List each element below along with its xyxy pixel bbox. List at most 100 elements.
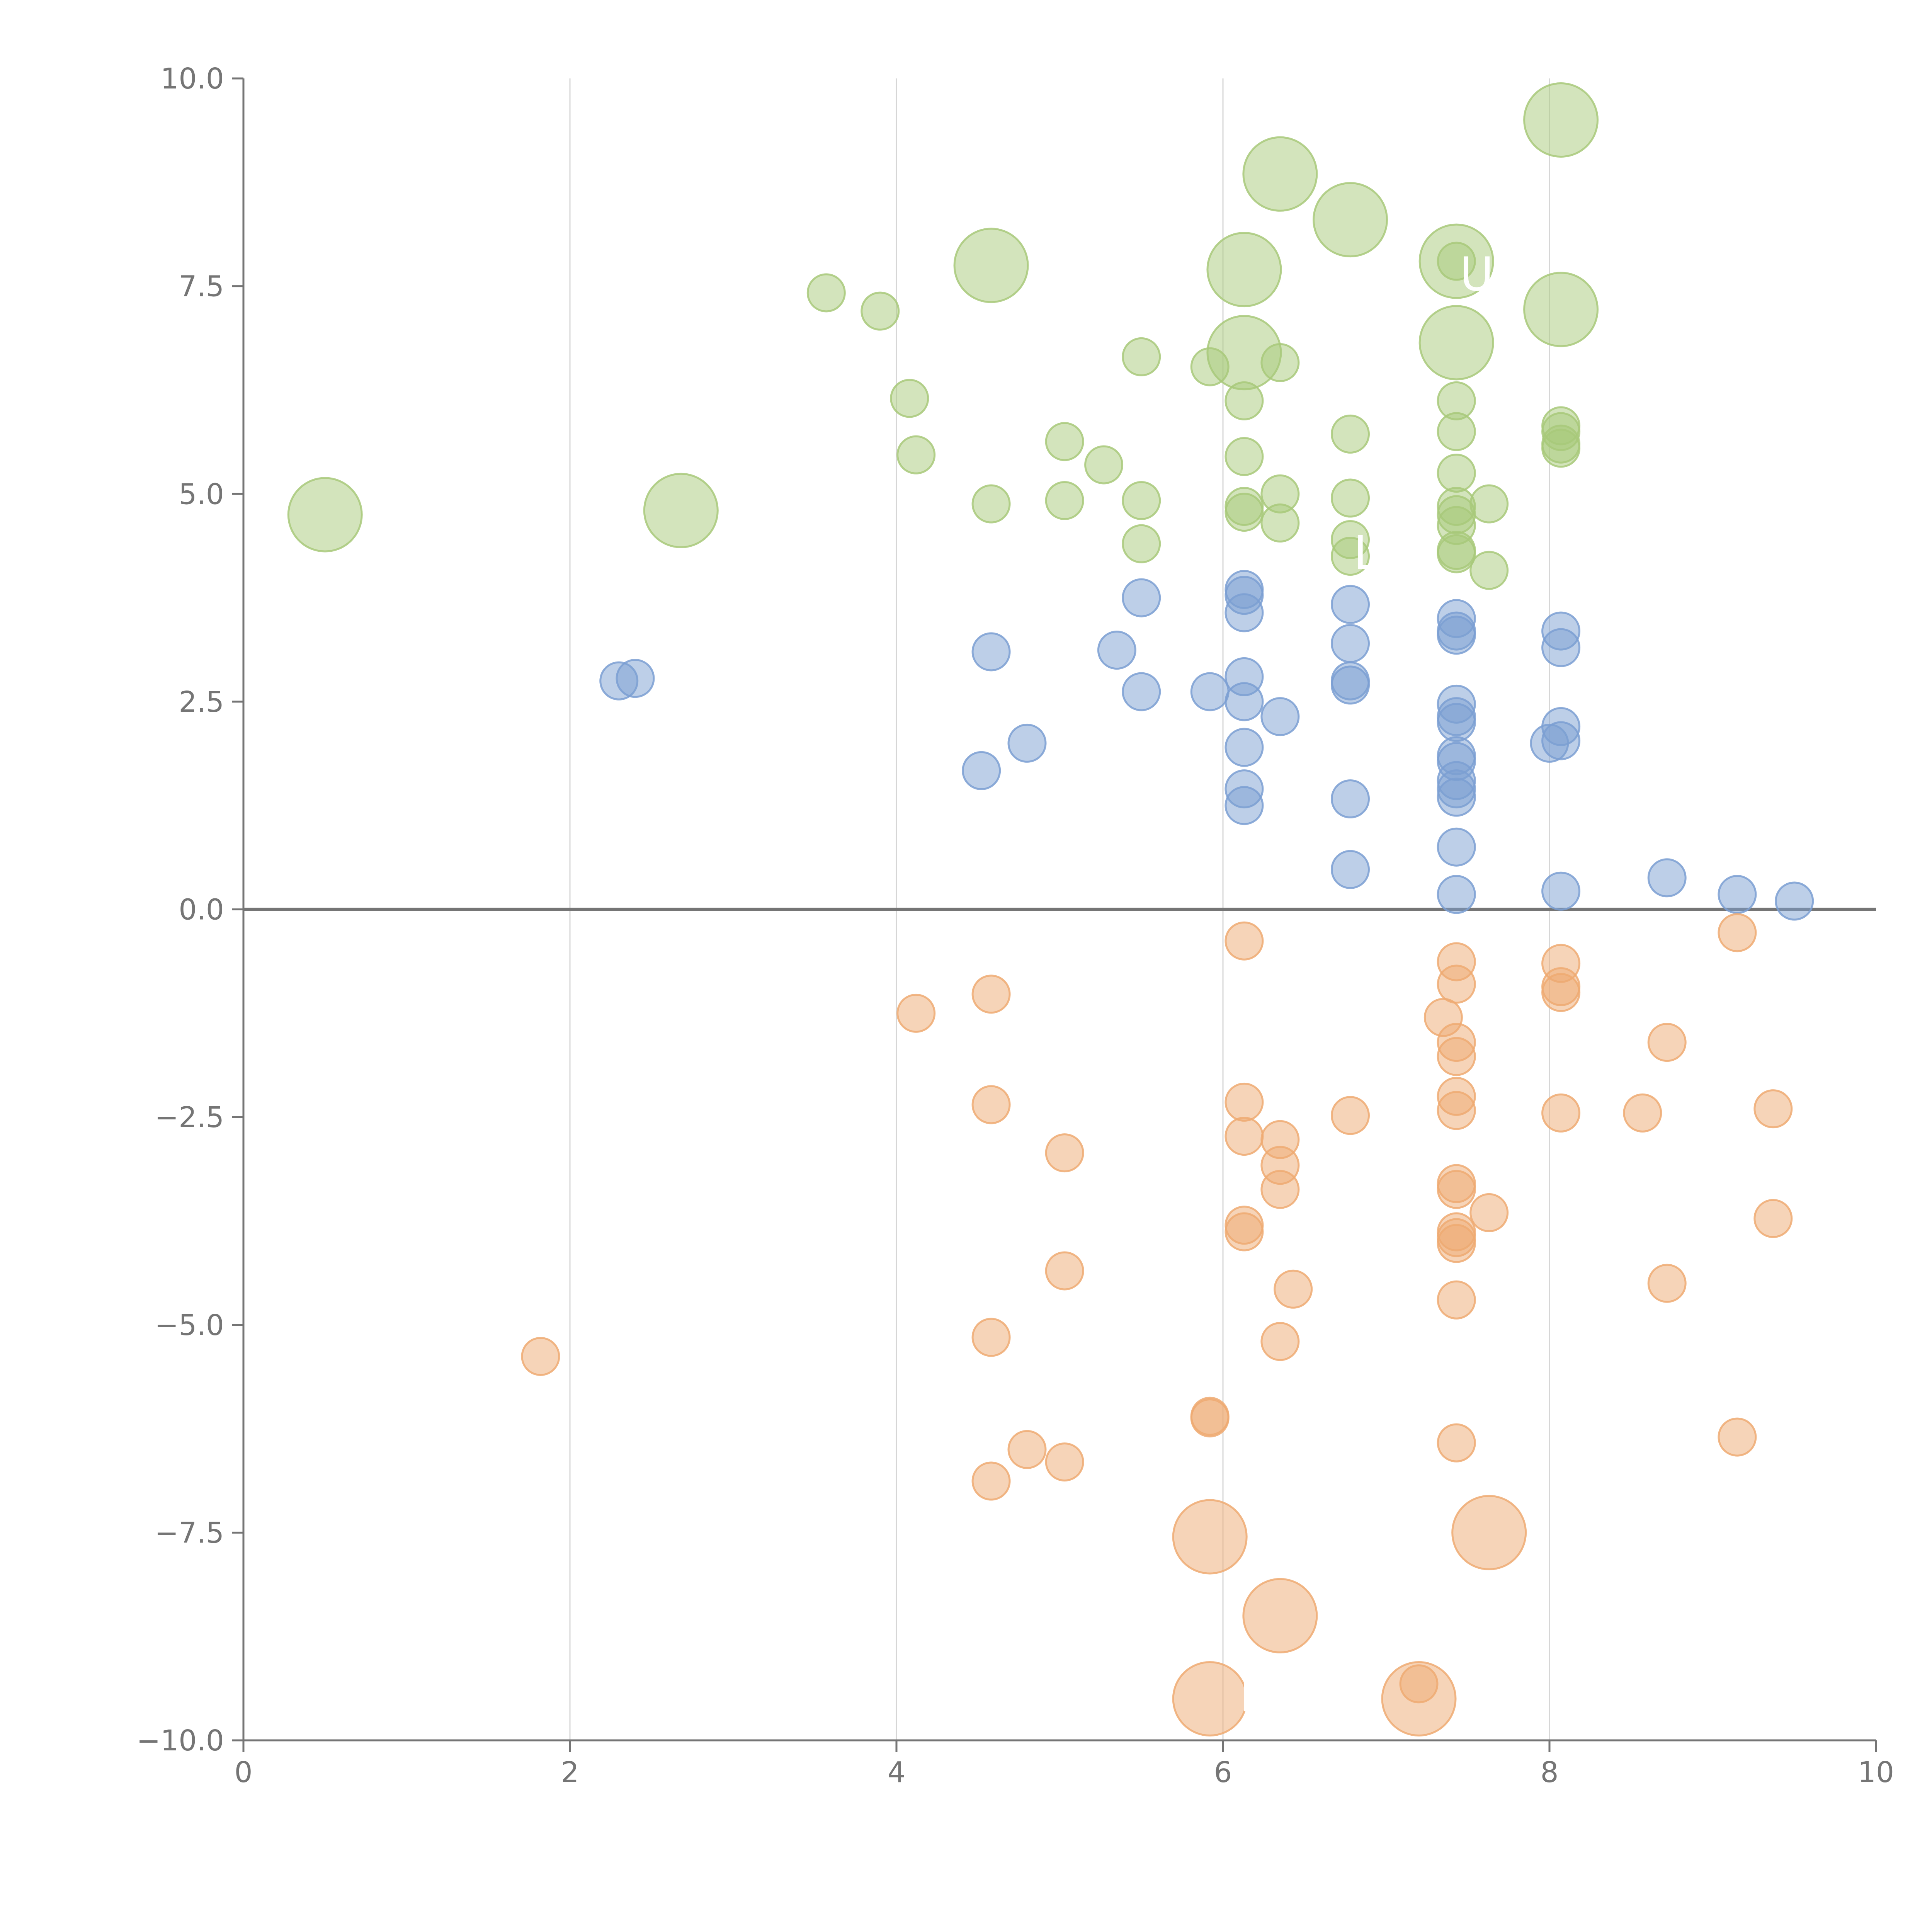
data-point [1084, 445, 1124, 485]
x-tick-label: 10 [1858, 1756, 1894, 1789]
data-point [1007, 1430, 1047, 1469]
data-point [1451, 1495, 1527, 1570]
y-tick-label: −7.5 [155, 1516, 224, 1549]
data-point [1260, 343, 1300, 382]
x-tick-label: 8 [1540, 1756, 1558, 1789]
data-point [806, 273, 846, 313]
data-point [1331, 850, 1370, 889]
label-layer: P U L [1239, 248, 1493, 1722]
data-point [1122, 481, 1161, 520]
y-tick-label: 7.5 [179, 270, 224, 303]
data-point [1331, 665, 1370, 705]
data-point [1172, 1661, 1248, 1736]
x-tick-label: 6 [1214, 1756, 1232, 1789]
data-point [1623, 1093, 1662, 1133]
data-point [861, 291, 900, 331]
x-tick-label: 0 [234, 1756, 252, 1789]
data-point [1469, 484, 1509, 524]
data-point [1437, 616, 1476, 655]
data-point [1437, 1224, 1476, 1263]
data-point [1242, 1578, 1318, 1653]
data-point [287, 477, 363, 553]
data-point [1045, 422, 1084, 461]
data-point [1225, 1212, 1264, 1252]
annotation-label: U [1460, 248, 1494, 301]
data-point [1437, 453, 1476, 493]
data-point [1718, 1417, 1757, 1457]
series-middle [599, 570, 1814, 921]
data-point [1225, 728, 1264, 767]
data-point [1437, 1091, 1476, 1130]
data-point [1437, 875, 1476, 914]
data-point [1437, 534, 1476, 573]
data-point [1045, 1251, 1084, 1291]
data-point [1718, 913, 1757, 952]
data-point [1437, 1170, 1476, 1209]
data-point [1225, 437, 1264, 476]
data-point [1399, 1664, 1439, 1704]
data-point [896, 993, 936, 1033]
data-point [1541, 871, 1581, 911]
data-point [1753, 1199, 1793, 1238]
x-tick-label: 2 [561, 1756, 579, 1789]
data-point [1541, 973, 1581, 1012]
data-point [1753, 1089, 1793, 1129]
data-point [971, 1085, 1011, 1124]
series-bottom [521, 913, 1793, 1736]
data-point [953, 228, 1029, 303]
data-point [1274, 1269, 1313, 1309]
data-point [1523, 272, 1599, 347]
data-point [1190, 347, 1230, 386]
data-point [616, 659, 655, 698]
data-point [1225, 921, 1264, 961]
data-point [1437, 1037, 1476, 1076]
series-layer [287, 82, 1814, 1736]
data-point [1331, 478, 1370, 518]
data-point [1331, 585, 1370, 624]
data-point [1331, 1096, 1370, 1135]
data-point [1206, 232, 1282, 308]
x-tick-label: 4 [887, 1756, 905, 1789]
data-point [971, 1318, 1011, 1357]
data-point [971, 975, 1011, 1014]
y-tick-label: 5.0 [179, 478, 224, 511]
data-point [890, 379, 929, 418]
data-point [1647, 1023, 1687, 1062]
data-point [1045, 481, 1084, 520]
data-point [1260, 1322, 1300, 1361]
data-point [643, 473, 719, 548]
data-point [1225, 1117, 1264, 1156]
data-point [1469, 1193, 1509, 1232]
data-point [971, 484, 1011, 524]
data-point [1122, 337, 1161, 376]
data-point [1437, 964, 1476, 1004]
data-point [1260, 1170, 1300, 1209]
data-point [1331, 779, 1370, 818]
data-point [1437, 1280, 1476, 1320]
data-point [1437, 1423, 1476, 1463]
data-point [1541, 721, 1581, 760]
data-point [1523, 82, 1599, 158]
data-point [1331, 414, 1370, 454]
data-point [521, 1337, 560, 1376]
data-point [1718, 875, 1757, 914]
data-point [1437, 827, 1476, 867]
data-point [1647, 1264, 1687, 1303]
data-point [1045, 1133, 1084, 1173]
data-point [1045, 1442, 1084, 1482]
data-point [1313, 182, 1388, 258]
annotation-label: P [1239, 1669, 1267, 1723]
data-point [1225, 786, 1264, 825]
data-point [1242, 136, 1318, 212]
data-point [1122, 672, 1161, 711]
data-point [1122, 524, 1161, 563]
y-tick-label: 2.5 [179, 685, 224, 719]
data-point [971, 1461, 1011, 1501]
data-point [1331, 537, 1370, 576]
data-point [1172, 1499, 1248, 1575]
data-point [971, 632, 1011, 672]
data-point [1225, 1082, 1264, 1122]
data-point [1541, 628, 1581, 667]
axis-layer: 10.0 7.5 5.0 2.5 0.0 −2.5 −5.0 −7.5 −10.0 0 2 4 6 8 10 [136, 62, 1894, 1789]
